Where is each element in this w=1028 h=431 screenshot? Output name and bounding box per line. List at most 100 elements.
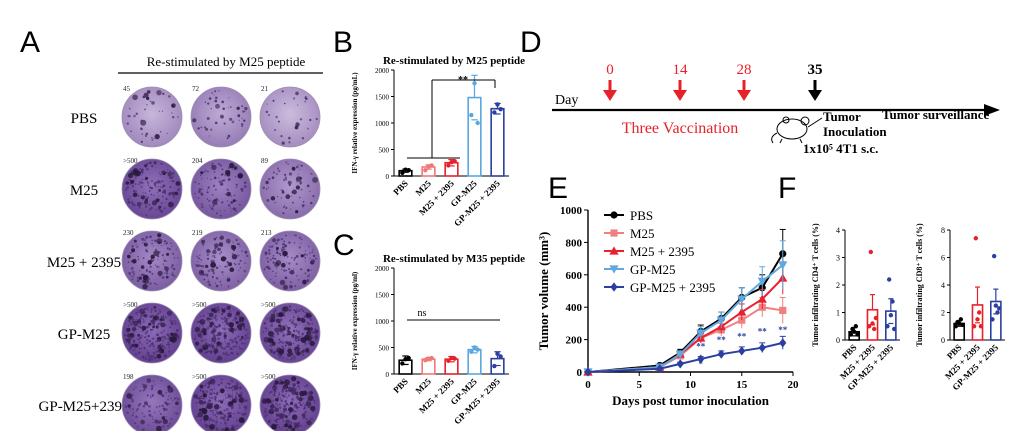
elispot-spot <box>126 393 133 399</box>
elispot-spot <box>133 239 137 243</box>
elispot-spot <box>272 238 276 243</box>
elispot-spot <box>302 402 305 404</box>
elispot-spot <box>145 236 149 239</box>
elispot-spot <box>236 200 238 202</box>
elispot-spot <box>157 337 159 339</box>
elispot-spot <box>210 343 213 345</box>
elispot-spot <box>194 181 197 184</box>
elispot-spot <box>220 422 222 425</box>
elispot-spot <box>132 203 135 206</box>
elispot-spot <box>131 251 133 253</box>
elispot-spot <box>159 173 162 176</box>
elispot-spot <box>199 326 201 328</box>
elispot-spot <box>270 401 274 404</box>
elispot-spot <box>151 272 154 275</box>
elispot-spot <box>168 176 171 179</box>
elispot-spot <box>139 315 143 318</box>
elispot-spot <box>135 415 139 419</box>
elispot-spot <box>278 381 281 384</box>
elispot-spot <box>275 173 278 175</box>
elispot-spot <box>294 326 297 328</box>
legend-entry: GP-M25 + 2395 <box>630 280 715 295</box>
elispot-spot <box>135 112 138 116</box>
data-point <box>976 310 982 315</box>
elispot-spot <box>293 355 296 358</box>
elispot-spot <box>235 321 239 325</box>
elispot-spot <box>218 344 221 347</box>
elispot-spot <box>234 316 237 320</box>
elispot-spot <box>140 347 142 350</box>
elispot-spot <box>193 394 198 399</box>
elispot-spot <box>142 356 145 360</box>
elispot-spot <box>172 179 175 183</box>
elispot-spot <box>236 328 238 330</box>
elispot-spot <box>265 110 268 114</box>
elispot-spot <box>157 195 159 197</box>
elispot-spot <box>284 102 286 105</box>
elispot-spot <box>148 322 152 326</box>
elispot-spot <box>240 347 243 350</box>
elispot-spot <box>274 327 280 333</box>
elispot-spot <box>267 411 270 414</box>
elispot-spot <box>225 396 228 399</box>
y-tick-label: 0 <box>386 173 390 181</box>
elispot-spot <box>210 321 214 326</box>
elispot-spot <box>226 276 228 278</box>
elispot-spot <box>144 311 146 314</box>
elispot-spot <box>278 391 280 394</box>
elispot-spot <box>128 272 131 275</box>
legend-entry: M25 <box>630 226 655 241</box>
elispot-spot <box>310 405 316 412</box>
elispot-spot <box>285 324 287 327</box>
elispot-spot <box>283 284 288 290</box>
data-point <box>851 329 857 334</box>
panel-b-title: Re-stimulated by M25 peptide <box>383 55 525 67</box>
elispot-spot <box>205 127 209 131</box>
elispot-spot <box>237 324 242 329</box>
elispot-spot <box>133 388 135 391</box>
elispot-spot <box>129 336 132 339</box>
elispot-spot <box>141 178 144 181</box>
elispot-spot <box>208 135 210 137</box>
elispot-spot <box>131 336 134 339</box>
elispot-spot <box>144 192 147 194</box>
elispot-spot <box>284 276 286 278</box>
elispot-spot <box>132 411 135 414</box>
elispot-spot <box>168 350 170 351</box>
elispot-spot <box>196 333 198 335</box>
elispot-spot <box>151 242 153 245</box>
elispot-spot <box>233 309 235 311</box>
elispot-spot <box>281 415 284 418</box>
elispot-spot <box>222 107 225 110</box>
elispot-spot <box>277 196 279 198</box>
elispot-spot <box>229 416 231 418</box>
elispot-spot <box>288 268 291 271</box>
elispot-spot <box>165 391 168 394</box>
elispot-spot <box>149 328 153 332</box>
elispot-spot <box>127 261 130 264</box>
elispot-spot <box>199 330 202 333</box>
elispot-spot <box>160 379 163 382</box>
elispot-spot <box>197 411 204 418</box>
elispot-spot <box>291 335 295 339</box>
elispot-spot <box>163 330 165 332</box>
elispot-spot <box>278 348 285 355</box>
elispot-spot <box>274 275 277 278</box>
elispot-spot <box>220 256 226 262</box>
elispot-spot <box>213 384 215 386</box>
elispot-spot <box>282 332 284 334</box>
elispot-spot <box>217 384 220 386</box>
elispot-spot <box>238 263 241 265</box>
elispot-spot <box>169 336 175 343</box>
elispot-spot <box>285 161 288 164</box>
elispot-spot <box>142 257 145 260</box>
elispot-spot <box>307 341 311 344</box>
elispot-spot <box>128 319 131 323</box>
elispot-spot <box>200 328 204 331</box>
data-point <box>498 354 503 359</box>
elispot-spot <box>231 380 234 383</box>
elispot-spot <box>287 379 289 381</box>
elispot-spot <box>151 394 154 397</box>
elispot-spot <box>290 422 293 425</box>
elispot-spot <box>124 405 128 409</box>
